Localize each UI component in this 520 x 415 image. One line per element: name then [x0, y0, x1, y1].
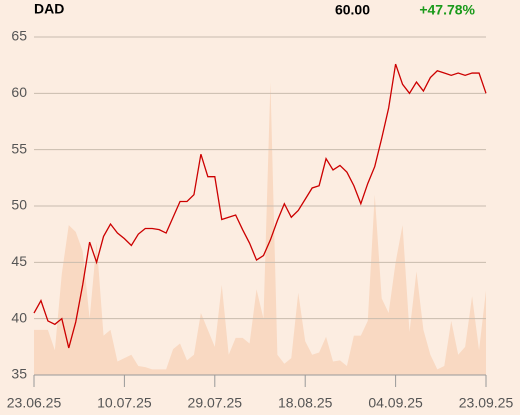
- y-tick-label: 60: [11, 84, 27, 100]
- y-tick-label: 50: [11, 197, 27, 213]
- x-tick-label: 23.06.25: [7, 395, 62, 411]
- y-tick-label: 65: [11, 28, 27, 44]
- y-tick-label: 40: [11, 309, 27, 325]
- change: +47.78%: [419, 2, 475, 18]
- price-line: [33, 63, 487, 349]
- symbol: DAD: [34, 1, 64, 17]
- y-tick-label: 45: [11, 253, 27, 269]
- volume-area: [34, 82, 486, 376]
- x-tick-label: 18.08.25: [278, 395, 333, 411]
- y-tick-label: 35: [11, 366, 27, 382]
- x-tick-label: 10.07.25: [97, 395, 152, 411]
- x-tick-label: 29.07.25: [188, 395, 243, 411]
- y-tick-label: 55: [11, 140, 27, 156]
- x-tick-label: 23.09.25: [459, 395, 514, 411]
- price: 60.00: [335, 2, 370, 18]
- x-tick-label: 04.09.25: [368, 395, 423, 411]
